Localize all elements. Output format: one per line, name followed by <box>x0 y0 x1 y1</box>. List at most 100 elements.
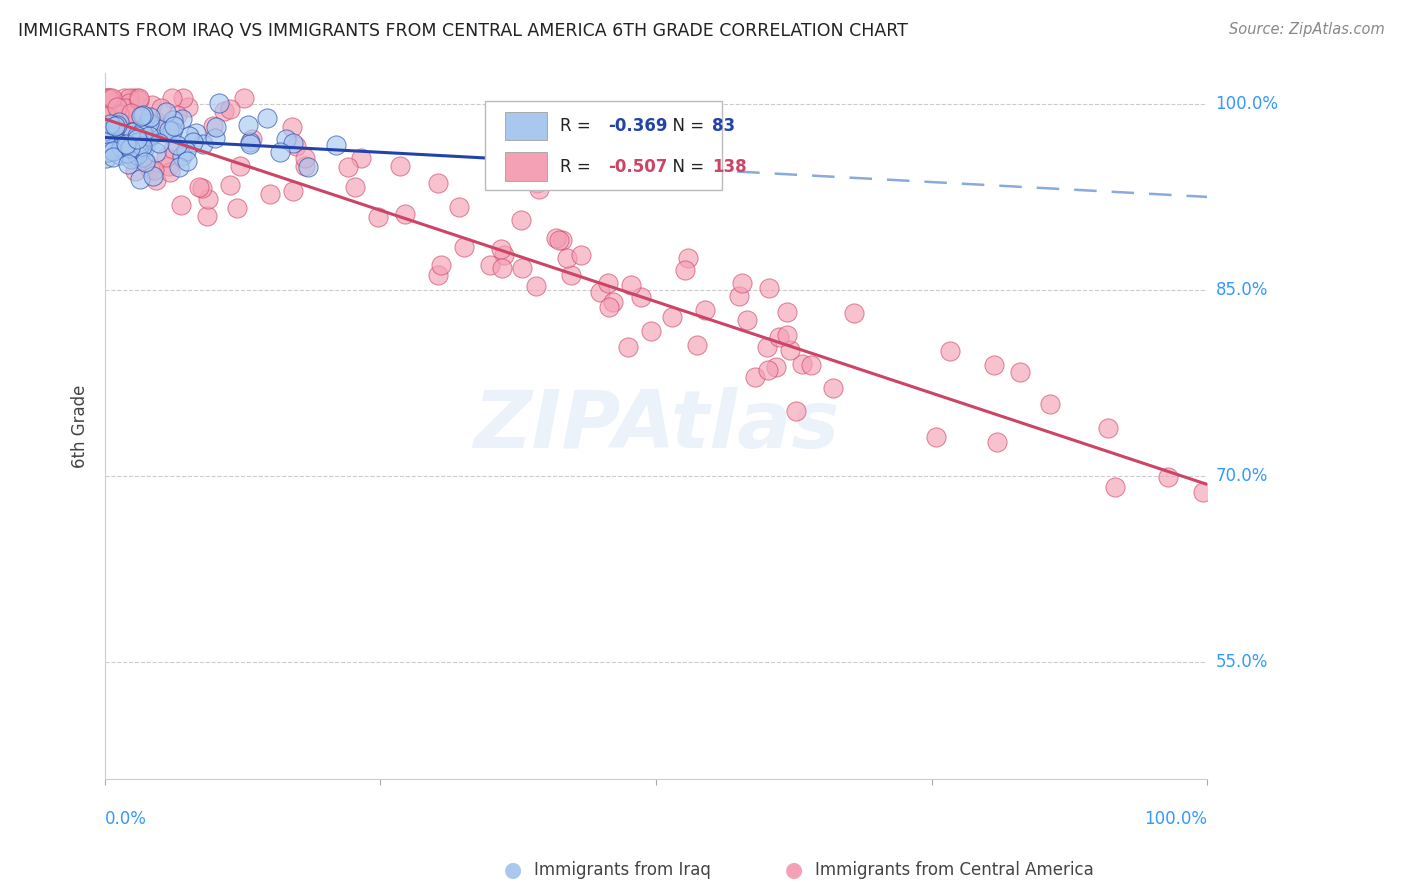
Point <box>800 358 823 372</box>
Point <box>162 142 184 156</box>
Point <box>214 103 236 118</box>
Point <box>170 198 193 212</box>
Point <box>256 111 278 125</box>
Point <box>259 186 281 201</box>
Point <box>204 130 226 145</box>
Point <box>181 135 204 149</box>
Point <box>122 134 145 148</box>
Point <box>226 201 249 215</box>
Point <box>526 176 548 190</box>
Text: N =: N = <box>662 158 710 176</box>
Point <box>97 124 120 138</box>
Point <box>560 268 582 283</box>
Point <box>136 117 159 131</box>
Point <box>172 112 194 126</box>
Point <box>138 116 160 130</box>
Text: 83: 83 <box>711 117 735 135</box>
Text: 55.0%: 55.0% <box>1216 653 1268 671</box>
Point <box>693 303 716 318</box>
Point <box>103 150 125 164</box>
Point <box>186 126 208 140</box>
Point <box>125 132 148 146</box>
Point <box>755 340 778 354</box>
Point <box>127 135 149 149</box>
Point <box>555 251 578 265</box>
Point <box>489 242 512 256</box>
Point <box>842 306 865 320</box>
Point <box>118 141 141 155</box>
Point <box>124 164 146 178</box>
Point <box>132 121 155 136</box>
Point <box>159 122 181 136</box>
Text: R =: R = <box>560 117 596 135</box>
Text: 70.0%: 70.0% <box>1216 467 1268 484</box>
Point <box>94 109 117 123</box>
Text: -0.369: -0.369 <box>609 117 668 135</box>
Point <box>1104 480 1126 494</box>
Point <box>598 300 620 314</box>
Text: Immigrants from Iraq: Immigrants from Iraq <box>534 861 711 879</box>
Point <box>276 132 298 146</box>
Point <box>1097 421 1119 435</box>
Point <box>779 343 801 358</box>
Point <box>620 277 643 292</box>
Point <box>112 136 135 151</box>
Text: 100.0%: 100.0% <box>1144 810 1208 828</box>
Point <box>602 294 624 309</box>
Point <box>149 121 172 136</box>
Point <box>121 125 143 139</box>
Point <box>551 233 574 247</box>
Point <box>141 129 163 144</box>
Point <box>1008 365 1031 379</box>
Point <box>735 312 758 326</box>
Point <box>676 251 699 265</box>
Point <box>105 118 128 132</box>
Point <box>239 137 262 152</box>
Point <box>731 276 754 290</box>
Point <box>138 110 160 124</box>
Point <box>110 140 132 154</box>
Point <box>569 248 592 262</box>
Point <box>765 359 787 374</box>
Point <box>125 148 148 162</box>
Point <box>114 115 136 129</box>
Point <box>104 119 127 133</box>
Point <box>821 381 844 395</box>
Point <box>101 144 124 158</box>
Point <box>430 258 453 272</box>
Point <box>94 151 117 165</box>
Point <box>101 91 124 105</box>
Point <box>132 150 155 164</box>
Point <box>114 139 136 153</box>
Bar <box>505 153 547 181</box>
Point <box>135 117 157 131</box>
Point <box>197 192 219 206</box>
Point <box>108 98 131 112</box>
Point <box>135 155 157 169</box>
Point <box>141 97 163 112</box>
Point <box>163 120 186 134</box>
Point <box>121 125 143 139</box>
Text: Source: ZipAtlas.com: Source: ZipAtlas.com <box>1229 22 1385 37</box>
Text: R =: R = <box>560 158 596 176</box>
Point <box>172 91 194 105</box>
Point <box>785 403 807 417</box>
Point <box>108 114 131 128</box>
Point <box>117 91 139 105</box>
Point <box>93 134 115 148</box>
Point <box>394 207 416 221</box>
Point <box>145 145 167 159</box>
Point <box>790 357 813 371</box>
Point <box>1192 484 1215 499</box>
Point <box>281 184 304 198</box>
Point <box>205 120 228 134</box>
Point <box>104 95 127 109</box>
Point <box>925 430 948 444</box>
Point <box>388 159 411 173</box>
Point <box>108 107 131 121</box>
Point <box>129 140 152 154</box>
Point <box>131 125 153 139</box>
Text: 85.0%: 85.0% <box>1216 281 1268 299</box>
Text: 138: 138 <box>711 158 747 176</box>
Bar <box>505 112 547 140</box>
